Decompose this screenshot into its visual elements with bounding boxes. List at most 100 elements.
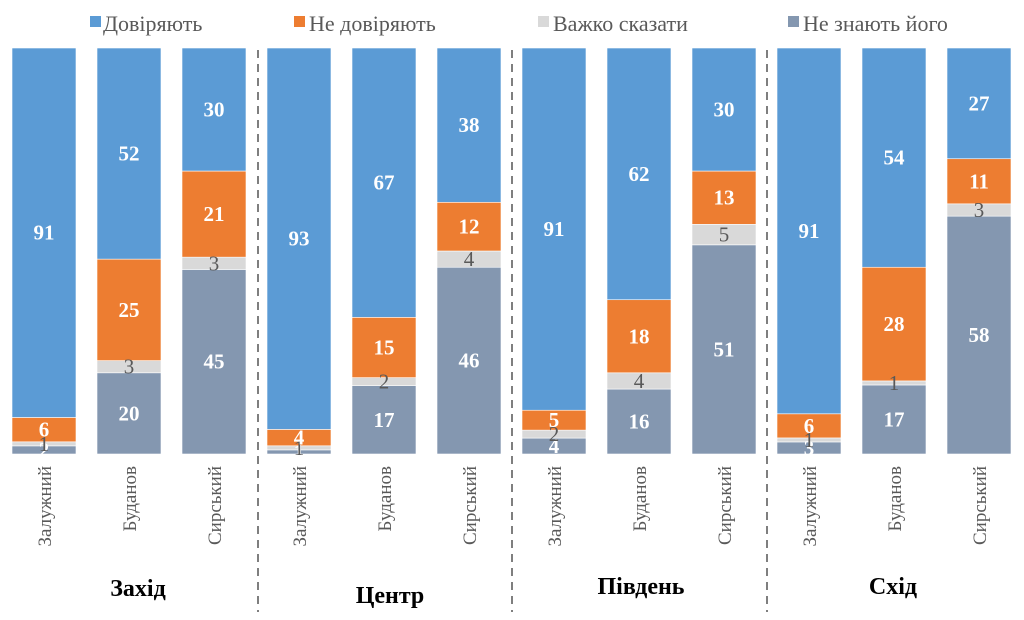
bar-segment xyxy=(946,47,1012,160)
bar-segment xyxy=(181,47,247,172)
category-tick-label: Буданов xyxy=(630,466,651,532)
bar-segment xyxy=(96,372,162,455)
category-tick-label: Залужний xyxy=(800,466,821,546)
data-label: 3 xyxy=(974,198,985,222)
data-label: 15 xyxy=(374,335,395,359)
data-label: 4 xyxy=(294,426,305,450)
data-label: 20 xyxy=(119,401,140,425)
bar-segment xyxy=(11,47,77,418)
bar-segment xyxy=(861,266,927,382)
data-label: 3 xyxy=(804,436,815,460)
bar-segment xyxy=(606,47,672,301)
data-label: 21 xyxy=(204,202,225,226)
bar-segment xyxy=(946,158,1012,205)
category-tick-label: Сирський xyxy=(715,466,736,545)
bar-segment xyxy=(181,269,247,455)
region-label: Південь xyxy=(597,574,684,600)
data-label: 46 xyxy=(459,349,480,373)
data-label: 1 xyxy=(39,432,50,456)
category-tick-label: Залужний xyxy=(35,466,56,546)
region-separators xyxy=(257,50,768,612)
legend-swatch xyxy=(788,16,799,27)
legend-label: Важко сказати xyxy=(553,11,688,36)
region-label: Схід xyxy=(869,574,917,600)
bar-segment xyxy=(96,47,162,260)
data-label: 52 xyxy=(119,142,140,166)
bar-segment xyxy=(521,47,587,411)
data-label: 18 xyxy=(629,324,650,348)
bar-segment xyxy=(351,317,417,378)
data-label: 91 xyxy=(34,221,55,245)
data-label: 45 xyxy=(204,350,225,374)
data-label: 3 xyxy=(209,251,220,275)
data-label: 12 xyxy=(459,215,480,239)
data-label: 51 xyxy=(714,337,735,361)
bar-segment xyxy=(436,266,502,455)
bar-segment xyxy=(181,170,247,258)
data-label: 28 xyxy=(884,312,905,336)
data-label: 1 xyxy=(804,428,815,452)
data-label: 91 xyxy=(544,217,565,241)
bar-segment xyxy=(436,201,502,252)
bar-segment xyxy=(776,413,842,439)
data-label: 58 xyxy=(969,323,990,347)
category-tick-label: Буданов xyxy=(375,466,396,532)
data-label: 30 xyxy=(204,98,225,122)
data-label: 11 xyxy=(969,169,989,193)
data-label: 4 xyxy=(634,369,645,393)
data-label: 62 xyxy=(629,162,650,186)
legend-label: Не знають його xyxy=(803,11,948,36)
value-labels: 2169120325524532130114931721567464123842… xyxy=(34,91,990,464)
bar-segment xyxy=(691,47,757,172)
bars xyxy=(11,47,1012,455)
region-label: Захід xyxy=(110,576,165,602)
bar-segment xyxy=(11,417,77,443)
data-label: 1 xyxy=(294,440,305,464)
region-label: Центр xyxy=(356,583,425,609)
data-label: 67 xyxy=(374,171,395,195)
category-tick-label: Залужний xyxy=(545,466,566,546)
data-label: 25 xyxy=(119,298,140,322)
data-label: 2 xyxy=(39,438,50,462)
data-label: 17 xyxy=(884,407,905,431)
chart-legend: Довіряють Не довіряють Важко сказати Не зна… xyxy=(90,11,948,36)
bar-segment xyxy=(96,258,162,361)
legend-swatch xyxy=(294,16,305,27)
category-tick-label: Буданов xyxy=(120,466,141,532)
region-labels: Захід Центр Південь Схід xyxy=(110,574,917,609)
data-label: 38 xyxy=(459,113,480,137)
data-label: 30 xyxy=(714,98,735,122)
bar-segment xyxy=(351,385,417,455)
data-label: 91 xyxy=(799,219,820,243)
data-label: 4 xyxy=(464,247,475,271)
data-label: 54 xyxy=(884,146,906,170)
legend-swatch xyxy=(538,16,549,27)
data-label: 4 xyxy=(549,434,560,458)
data-label: 6 xyxy=(804,414,815,438)
data-label: 13 xyxy=(714,186,735,210)
legend-label: Довіряють xyxy=(103,11,202,36)
data-label: 16 xyxy=(629,410,650,434)
data-label: 2 xyxy=(549,422,560,446)
data-label: 1 xyxy=(294,436,305,460)
data-label: 6 xyxy=(39,418,50,442)
category-tick-label: Сирський xyxy=(970,466,991,545)
data-label: 5 xyxy=(549,408,560,432)
data-label: 17 xyxy=(374,408,395,432)
category-tick-label: Сирський xyxy=(460,466,481,545)
data-label: 3 xyxy=(124,355,135,379)
bar-segment xyxy=(946,215,1012,455)
data-label: 27 xyxy=(969,91,990,115)
bar-segment xyxy=(861,47,927,268)
data-label: 5 xyxy=(719,223,730,247)
bar-segment xyxy=(606,299,672,374)
legend-swatch xyxy=(90,16,101,27)
bar-segment xyxy=(351,47,417,318)
category-tick-labels: Залужний Буданов Сирський Залужний Буданов Си… xyxy=(35,466,991,547)
category-tick-label: Сирський xyxy=(205,466,226,545)
bar-segment xyxy=(691,170,757,225)
data-label: 2 xyxy=(379,370,390,394)
data-label: 93 xyxy=(289,227,310,251)
data-label: 1 xyxy=(889,371,900,395)
